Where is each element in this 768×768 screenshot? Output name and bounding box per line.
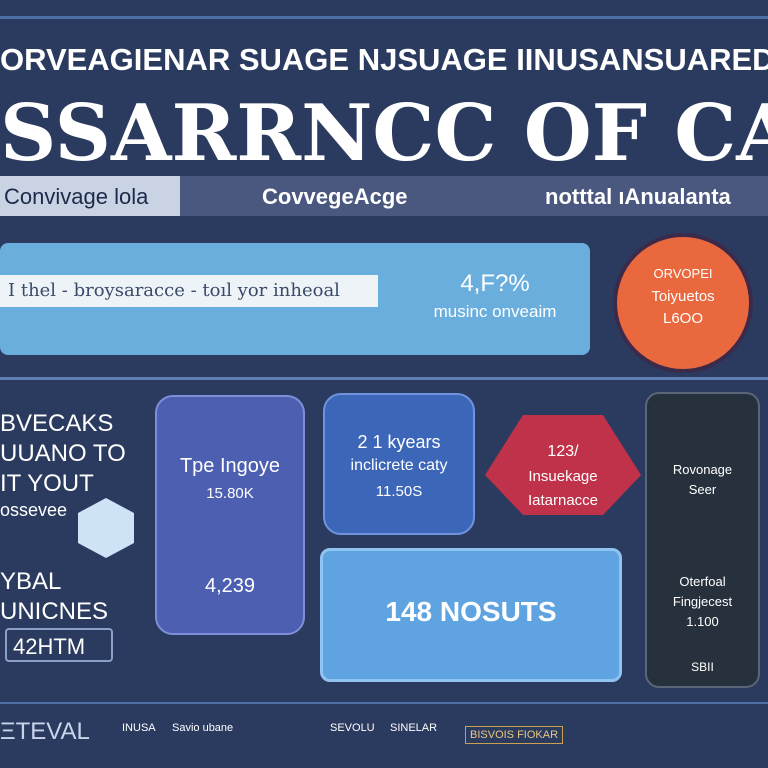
divider [0, 377, 768, 380]
footer-item: SINELAR [390, 722, 438, 734]
footer-item: INUSA [122, 722, 156, 734]
pentagon-text: Insuekage [528, 468, 598, 485]
card [155, 395, 305, 635]
badge: 42HTM [5, 628, 113, 662]
left-text: YBAL [0, 568, 62, 595]
phone-text: Oterfoal [679, 574, 726, 589]
footer-item: BISVOIS FIOKAR [465, 726, 564, 744]
phone-text: SBII [691, 660, 714, 674]
header-line1: ORVEAGIENAR SUAGE NJSUAGE IINUSANSUAREDI… [0, 42, 768, 77]
footer-rule [0, 702, 768, 704]
card-value: 11.50S [375, 483, 423, 500]
banner-caption: musinc onveaim [433, 302, 557, 321]
phone-text: Rovonage [672, 462, 733, 477]
phone-text: 1.100 [686, 614, 719, 629]
footer-item: SEVOLU [330, 722, 375, 734]
left-text: UUANO TO [0, 440, 126, 467]
tab: Convivage lola [0, 176, 180, 216]
card-extra: 4,239 [204, 575, 256, 597]
circle-text: ORVOPEI [653, 266, 713, 281]
card-subtitle: inclicrete caty [350, 457, 448, 474]
tab: CovvegeAcge [262, 184, 408, 209]
phone [645, 392, 760, 688]
phone-text: Seer [688, 482, 717, 497]
circle-text: L6OO [662, 310, 704, 327]
big-box-text: 148 NOSUTS [385, 596, 557, 627]
banner-stat: 4,F?% [460, 270, 530, 297]
card-value: 15.80K [206, 485, 254, 502]
phone-text: Fingjecest [672, 594, 733, 609]
banner-strip: I thel - broysaracce - toıl yor inheoal [0, 275, 378, 307]
circle [613, 233, 753, 373]
big-box [320, 548, 622, 682]
hexagon [78, 498, 134, 558]
top-rule [0, 16, 768, 19]
footer-left: ΞTEVAL [0, 718, 90, 745]
header-line2: SSARRNCC OF CAR?R [0, 88, 768, 179]
left-text: ossevee [0, 500, 68, 520]
card [323, 393, 475, 535]
left-text: UNICNES [0, 598, 109, 625]
circle-text: Toiyuetos [651, 288, 715, 305]
left-text: BVECAKS [0, 410, 114, 437]
pentagon-text: Iatarnacce [527, 492, 599, 509]
card-title: 2 1 kyears [357, 432, 441, 452]
tab: notttal ıAnualanta [545, 184, 731, 209]
card-title: Tpe Ingoye [179, 455, 281, 477]
left-text: IT YOUT [0, 470, 94, 497]
pentagon-text: 123/ [547, 443, 579, 460]
footer-item: Savio ubane [172, 722, 234, 734]
pentagon [485, 415, 641, 515]
